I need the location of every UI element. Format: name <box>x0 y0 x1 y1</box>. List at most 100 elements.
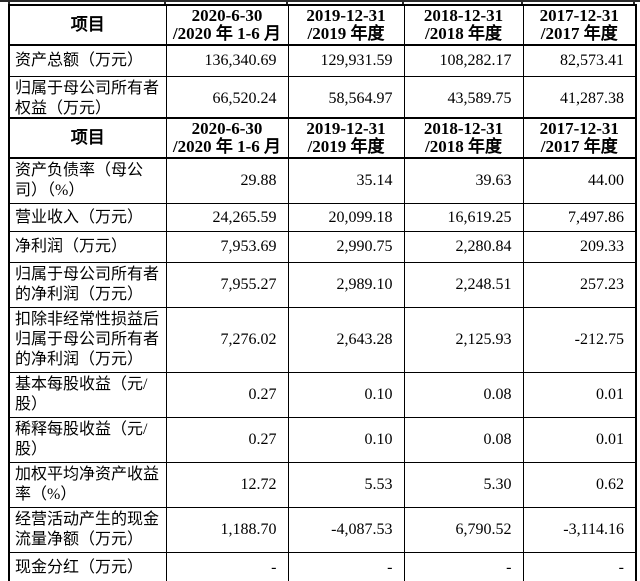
period-header-cell-2020: 2020-6-30 /2020 年 1-6 月 <box>165 117 289 159</box>
table-row-revenue: 营业收入（万元） 24,265.59 20,099.18 16,619.25 7… <box>8 203 637 232</box>
value-cell: 0.01 <box>522 372 637 418</box>
period-name-line: /2017 年度 <box>540 24 618 43</box>
period-header-cell-2018: 2018-12-31 /2018 年度 <box>403 4 524 46</box>
row-label-cell: 资产总额（万元） <box>8 44 167 77</box>
period-name-line: /2020 年 1-6 月 <box>172 137 282 156</box>
value-cell: 43,589.75 <box>403 75 524 122</box>
period-date-line: 2020-6-30 <box>191 119 263 138</box>
value-cell: 7,497.86 <box>522 203 637 232</box>
item-header-cell: 项目 <box>8 117 167 159</box>
table-row-net-profit: 净利润（万元） 7,953.69 2,990.75 2,280.84 209.3… <box>8 231 637 263</box>
value-cell: 6,790.52 <box>403 507 524 553</box>
row-label-cell: 扣除非经常性损益后归属于母公司所有者的净利润（万元） <box>8 307 167 373</box>
item-header-cell: 项目 <box>8 4 167 46</box>
table-row-diluted-eps: 稀释每股收益（元/股） 0.27 0.10 0.08 0.01 <box>8 417 637 463</box>
value-cell: 2,280.84 <box>403 231 524 263</box>
table-row-parent-net-profit: 归属于母公司所有者的净利润（万元） 7,955.27 2,989.10 2,24… <box>8 262 637 308</box>
value-cell: 39.63 <box>403 157 524 204</box>
period-header-cell-2019: 2019-12-31 /2019 年度 <box>287 117 405 159</box>
value-cell: 16,619.25 <box>403 203 524 232</box>
table-header-row: 项目 2020-6-30 /2020 年 1-6 月 2019-12-31 /2… <box>8 4 637 46</box>
crop-artifact-top-line <box>0 0 640 2</box>
crop-artifact-stub <box>286 0 288 5</box>
value-cell: 0.10 <box>287 417 405 463</box>
table-header-row: 项目 2020-6-30 /2020 年 1-6 月 2019-12-31 /2… <box>8 117 637 159</box>
period-name-line: /2019 年度 <box>307 24 385 43</box>
value-cell: 82,573.41 <box>522 44 637 77</box>
value-cell: 108,282.17 <box>403 44 524 77</box>
value-cell: 41,287.38 <box>522 75 637 122</box>
crop-artifact-stub <box>164 0 166 5</box>
period-name-line: /2019 年度 <box>307 137 385 156</box>
value-cell: 2,643.28 <box>287 307 405 373</box>
period-header-cell-2017: 2017-12-31 /2017 年度 <box>522 4 637 46</box>
row-label-cell: 经营活动产生的现金流量净额（万元） <box>8 507 167 553</box>
value-cell: 257.23 <box>522 262 637 308</box>
value-cell: 129,931.59 <box>287 44 405 77</box>
value-cell: 58,564.97 <box>287 75 405 122</box>
value-cell: 0.01 <box>522 417 637 463</box>
period-name-line: /2018 年度 <box>425 137 502 156</box>
crop-artifact-stub <box>402 0 404 5</box>
table-row-operating-cash-flow: 经营活动产生的现金流量净额（万元） 1,188.70 -4,087.53 6,7… <box>8 507 637 553</box>
row-label-cell: 归属于母公司所有者的净利润（万元） <box>8 262 167 308</box>
table-row-basic-eps: 基本每股收益（元/股） 0.27 0.10 0.08 0.01 <box>8 372 637 418</box>
value-cell: 24,265.59 <box>165 203 289 232</box>
table-row-adjusted-net-profit: 扣除非经常性损益后归属于母公司所有者的净利润（万元） 7,276.02 2,64… <box>8 307 637 373</box>
period-date-line: 2017-12-31 <box>539 119 619 138</box>
period-header-cell-2020: 2020-6-30 /2020 年 1-6 月 <box>165 4 289 46</box>
period-header-cell-2019: 2019-12-31 /2019 年度 <box>287 4 405 46</box>
table-row-parent-equity: 归属于母公司所有者权益（万元） 66,520.24 58,564.97 43,5… <box>8 75 637 122</box>
row-label-cell: 现金分红（万元） <box>8 552 167 581</box>
row-label-cell: 资产负债率（母公司）（%） <box>8 157 167 204</box>
period-date-line: 2017-12-31 <box>539 6 619 25</box>
value-cell: 0.27 <box>165 417 289 463</box>
value-cell: -212.75 <box>522 307 637 373</box>
value-cell: 209.33 <box>522 231 637 263</box>
value-cell: 5.53 <box>287 462 405 508</box>
value-cell: 66,520.24 <box>165 75 289 122</box>
period-name-line: /2017 年度 <box>540 137 618 156</box>
crop-artifact-stub <box>521 0 523 5</box>
period-header-cell-2018: 2018-12-31 /2018 年度 <box>403 117 524 159</box>
value-cell: 5.30 <box>403 462 524 508</box>
value-cell: - <box>522 552 637 581</box>
value-cell: 7,276.02 <box>165 307 289 373</box>
period-header-cell-2017: 2017-12-31 /2017 年度 <box>522 117 637 159</box>
operating-metrics-table: 项目 2020-6-30 /2020 年 1-6 月 2019-12-31 /2… <box>8 117 637 581</box>
value-cell: 0.08 <box>403 417 524 463</box>
crop-artifact-stub <box>633 0 635 5</box>
table-row-total-assets: 资产总额（万元） 136,340.69 129,931.59 108,282.1… <box>8 44 637 77</box>
value-cell: -4,087.53 <box>287 507 405 553</box>
period-name-line: /2020 年 1-6 月 <box>172 24 282 43</box>
row-label-cell: 加权平均净资产收益率（%） <box>8 462 167 508</box>
row-label-cell: 基本每股收益（元/股） <box>8 372 167 418</box>
value-cell: - <box>165 552 289 581</box>
table-row-debt-ratio: 资产负债率（母公司）（%） 29.88 35.14 39.63 44.00 <box>8 157 637 204</box>
value-cell: 2,989.10 <box>287 262 405 308</box>
period-date-line: 2019-12-31 <box>306 119 386 138</box>
value-cell: 20,099.18 <box>287 203 405 232</box>
value-cell: 2,990.75 <box>287 231 405 263</box>
period-date-line: 2020-6-30 <box>191 6 263 25</box>
assets-equity-table: 项目 2020-6-30 /2020 年 1-6 月 2019-12-31 /2… <box>8 4 637 123</box>
value-cell: - <box>287 552 405 581</box>
row-label-cell: 净利润（万元） <box>8 231 167 263</box>
value-cell: 136,340.69 <box>165 44 289 77</box>
value-cell: 29.88 <box>165 157 289 204</box>
value-cell: 0.08 <box>403 372 524 418</box>
period-name-line: /2018 年度 <box>425 24 502 43</box>
period-date-line: 2018-12-31 <box>423 119 504 138</box>
crop-artifact-stub <box>8 0 10 5</box>
value-cell: 12.72 <box>165 462 289 508</box>
value-cell: 0.62 <box>522 462 637 508</box>
value-cell: 0.27 <box>165 372 289 418</box>
value-cell: 1,188.70 <box>165 507 289 553</box>
value-cell: 2,125.93 <box>403 307 524 373</box>
value-cell: 7,953.69 <box>165 231 289 263</box>
value-cell: 0.10 <box>287 372 405 418</box>
table-row-weighted-roe: 加权平均净资产收益率（%） 12.72 5.53 5.30 0.62 <box>8 462 637 508</box>
value-cell: - <box>403 552 524 581</box>
row-label-cell: 稀释每股收益（元/股） <box>8 417 167 463</box>
